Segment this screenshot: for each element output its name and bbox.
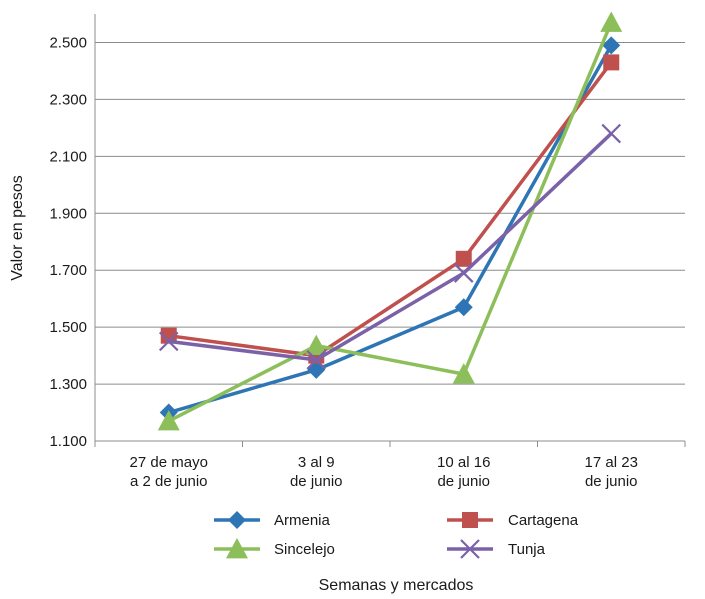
series-sincelejo [157,11,623,431]
data-point [601,123,622,144]
legend-label: Sincelejo [274,541,335,558]
data-point [600,11,623,32]
x-tick-label-line: a 2 de junio [130,473,208,490]
x-tick-label: 17 al 23 de junio [585,454,638,490]
series-tunja [158,123,622,370]
data-point [454,298,473,317]
x-tick-label-line: 17 al 23 [585,454,638,471]
x-tick-label-line: de junio [585,473,638,490]
x-tick-label-line: de junio [290,473,343,490]
legend-marker [228,511,246,529]
x-tick-label: 27 de mayo a 2 de junio [130,454,208,490]
data-point [158,331,179,352]
y-axis-title: Valor en pesos [9,175,26,281]
legend-marker [226,538,248,559]
legend-item-armenia: Armenia [214,511,331,529]
legend-marker [462,512,478,528]
x-tick-label: 3 al 9 de junio [290,454,343,490]
x-tick-label-line: 3 al 9 [298,454,335,471]
x-tick-label-line: 27 de mayo [130,454,208,471]
axes: 1.100 1.300 1.500 1.700 1.900 2.100 2.300 2.500… [49,14,686,490]
y-tick-label: 1.900 [49,205,87,222]
data-point [305,334,328,355]
data-point [452,363,475,384]
series-armenia [159,36,621,422]
y-tick-label: 2.500 [49,34,87,51]
legend-item-sincelejo: Sincelejo [214,538,335,559]
legend-item-tunja: Tunja [447,539,546,559]
legend-label: Tunja [508,541,546,558]
data-point [157,410,180,431]
gridlines [95,41,685,385]
data-point [160,327,177,344]
y-tick-label: 2.100 [49,148,87,165]
data-point [306,350,327,370]
series-line [168,132,613,362]
x-axis-title: Semanas y mercados [319,577,474,594]
series-line [168,61,613,358]
data-point [455,250,472,267]
y-tick-label: 1.500 [49,319,87,336]
y-tick-label: 2.300 [49,91,87,108]
data-point [602,36,621,55]
legend: Armenia Cartagena Sincelejo Tunja [214,511,579,559]
series-line [168,44,613,415]
x-tick-label-line: 10 al 16 [437,454,490,471]
series-line [167,21,613,423]
y-tick-label: 1.100 [49,433,87,450]
legend-label: Armenia [274,512,331,529]
legend-item-cartagena: Cartagena [447,512,579,529]
y-tick-label: 1.300 [49,376,87,393]
legend-label: Cartagena [508,512,579,529]
data-point [453,263,474,283]
y-tick-label: 1.700 [49,262,87,279]
x-tick-label-line: de junio [437,473,490,490]
data-point [603,54,620,71]
series-layer [157,11,623,431]
x-tick-label: 10 al 16 de junio [437,454,490,490]
legend-marker [460,539,480,559]
